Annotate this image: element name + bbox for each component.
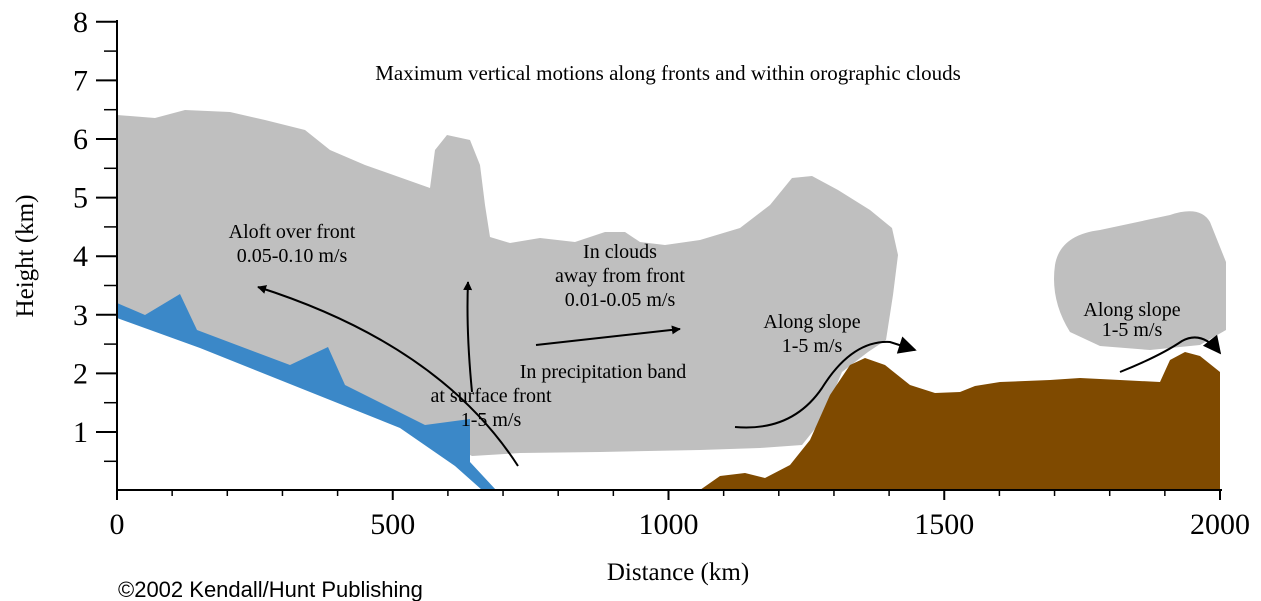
y-tick-label: 8 bbox=[73, 6, 88, 39]
arrow bbox=[1119, 334, 1222, 373]
annotation: at surface front bbox=[430, 385, 551, 407]
annotation: 1-5 m/s bbox=[1102, 319, 1163, 341]
annotation: 0.01-0.05 m/s bbox=[565, 289, 676, 311]
annotation: 1-5 m/s bbox=[782, 335, 843, 357]
cloud bbox=[1054, 211, 1226, 350]
y-tick-label: 2 bbox=[73, 357, 88, 390]
annotation: 0.05-0.10 m/s bbox=[237, 245, 348, 267]
y-tick-label: 3 bbox=[73, 299, 88, 332]
title: Maximum vertical motions along fronts an… bbox=[375, 61, 961, 85]
y-tick-label: 5 bbox=[73, 182, 88, 215]
arrow bbox=[535, 325, 681, 346]
annotation: 1-5 m/s bbox=[461, 409, 522, 431]
y-tick-label: 6 bbox=[73, 123, 88, 156]
y-tick-label: 1 bbox=[73, 416, 88, 449]
y-axis-label: Height (km) bbox=[12, 195, 39, 318]
annotation: Along slope bbox=[1083, 299, 1180, 321]
annotation: In clouds bbox=[583, 241, 657, 263]
x-tick-label: 500 bbox=[370, 508, 415, 541]
arrow bbox=[734, 336, 917, 429]
arrow bbox=[257, 285, 519, 467]
arrow bbox=[463, 281, 473, 393]
y-tick-label: 7 bbox=[73, 64, 88, 97]
terrain bbox=[460, 352, 1220, 490]
x-tick-label: 1000 bbox=[639, 508, 699, 541]
annotation: Along slope bbox=[763, 311, 860, 333]
copyright: ©2002 Kendall/Hunt Publishing bbox=[118, 577, 423, 601]
annotation: In precipitation band bbox=[520, 361, 687, 383]
x-tick-label: 2000 bbox=[1190, 508, 1250, 541]
annotation: away from front bbox=[555, 265, 685, 287]
x-tick-label: 0 bbox=[110, 508, 125, 541]
arrows bbox=[257, 281, 1222, 467]
warm-front bbox=[117, 294, 496, 490]
y-tick-label: 4 bbox=[73, 240, 88, 273]
x-tick-label: 1500 bbox=[914, 508, 974, 541]
x-axis-label: Distance (km) bbox=[607, 559, 749, 586]
axes bbox=[96, 20, 1222, 500]
annotation: Aloft over front bbox=[229, 221, 356, 243]
